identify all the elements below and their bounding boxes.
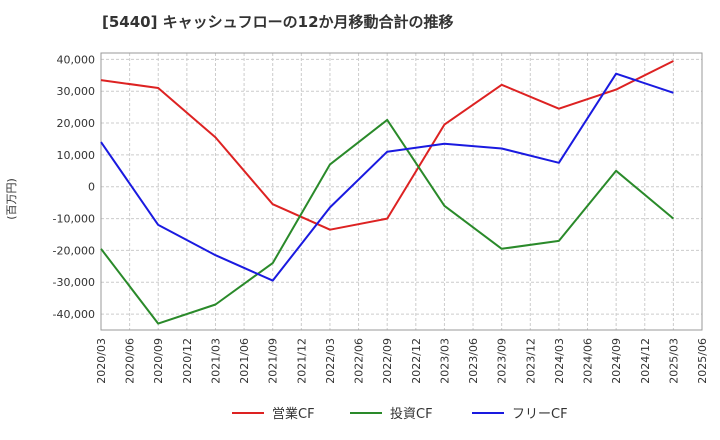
x-tick-label: 2021/12 xyxy=(295,338,308,384)
x-tick-label: 2020/09 xyxy=(152,338,165,384)
x-tick-label: 2025/03 xyxy=(667,338,680,384)
x-tick-label: 2020/06 xyxy=(124,338,137,384)
series-layer xyxy=(100,60,675,325)
y-tick-label: -10,000 xyxy=(53,213,95,226)
legend-label-2: 投資CF xyxy=(390,406,433,422)
x-tick-label: 2020/03 xyxy=(95,338,108,384)
y-tick-label: -20,000 xyxy=(53,244,95,257)
y-tick-label: 0 xyxy=(88,181,95,194)
x-tick-labels: 2020/03 2020/06 2020/09 2020/12 2021/03 2021/… xyxy=(95,338,709,384)
y-tick-labels: 40,000 30,000 20,000 10,000 0 -10,000 -20,000 -… xyxy=(53,53,95,321)
legend: 営業CF 投資CF フリーCF xyxy=(232,406,568,422)
y-tick-label: 40,000 xyxy=(57,53,96,66)
x-tick-label: 2023/03 xyxy=(438,338,451,384)
grid-layer xyxy=(101,53,702,330)
x-tick-label: 2023/12 xyxy=(524,338,537,384)
y-tick-label: 10,000 xyxy=(57,149,96,162)
y-tick-label: 30,000 xyxy=(57,85,96,98)
x-tick-label: 2023/09 xyxy=(496,338,509,384)
x-tick-label: 2022/09 xyxy=(381,338,394,384)
x-tick-label: 2022/06 xyxy=(353,338,366,384)
series-line-2 xyxy=(100,118,675,325)
x-tick-label: 2023/06 xyxy=(467,338,480,384)
legend-label-3: フリーCF xyxy=(512,407,568,422)
x-tick-label: 2024/03 xyxy=(553,338,566,384)
x-tick-label: 2022/03 xyxy=(324,338,337,384)
x-tick-label: 2024/06 xyxy=(582,338,595,384)
y-tick-label: 20,000 xyxy=(57,117,96,130)
series-line-1 xyxy=(100,60,674,231)
plot-frame xyxy=(100,52,703,331)
x-tick-label: 2024/12 xyxy=(639,338,652,384)
chart-title: [5440] キャッシュフローの12か月移動合計の推移 xyxy=(102,13,454,31)
x-tick-label: 2021/06 xyxy=(238,338,251,384)
y-tick-label: -40,000 xyxy=(53,308,95,321)
x-tick-label: 2022/12 xyxy=(410,338,423,384)
x-tick-label: 2021/09 xyxy=(267,338,280,384)
x-tick-label: 2020/12 xyxy=(181,338,194,384)
x-tick-label: 2025/06 xyxy=(696,338,709,384)
x-tick-label: 2021/03 xyxy=(209,338,222,384)
x-tick-label: 2024/09 xyxy=(610,338,623,384)
series-line-3 xyxy=(100,72,674,282)
legend-label-1: 営業CF xyxy=(272,406,315,422)
y-axis-label: (百万円) xyxy=(5,178,18,220)
y-tick-label: -30,000 xyxy=(53,276,95,289)
